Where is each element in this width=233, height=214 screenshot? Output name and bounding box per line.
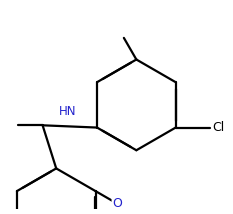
Text: O: O	[112, 197, 122, 210]
Text: Cl: Cl	[212, 121, 224, 134]
Text: HN: HN	[59, 106, 76, 119]
